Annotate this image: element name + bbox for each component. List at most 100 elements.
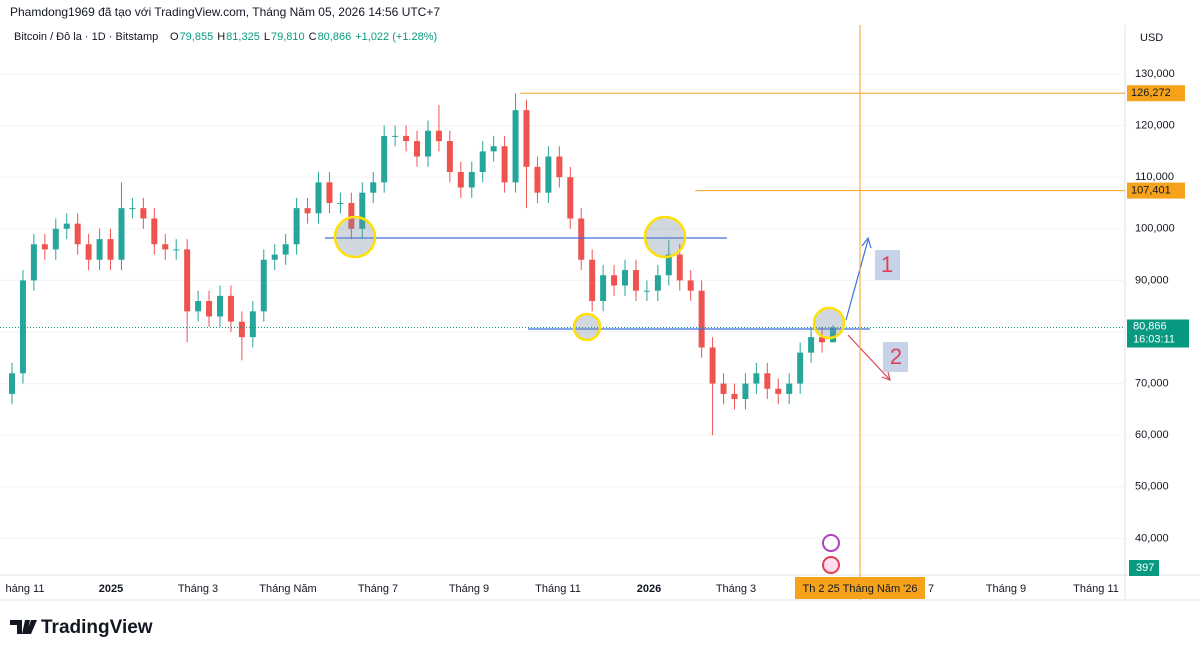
candle-body: [797, 352, 804, 384]
candle-body: [589, 259, 596, 302]
candle-body: [424, 130, 431, 157]
candle-body: [216, 295, 223, 317]
logo-icon: [10, 620, 37, 634]
currency: USD: [1140, 32, 1163, 44]
y-tick-label: 100,000: [1135, 223, 1175, 235]
y-tick-label: 50,000: [1135, 481, 1169, 493]
y-tick-label: 70,000: [1135, 377, 1169, 389]
candle-body: [435, 130, 442, 142]
candle-body: [468, 172, 475, 188]
candle-body: [107, 239, 114, 260]
candle-body: [764, 373, 771, 389]
x-tick-label: Tháng 11: [1073, 583, 1119, 595]
candle-body: [556, 156, 563, 178]
candle-body: [326, 182, 333, 203]
candle-body: [446, 141, 453, 173]
candle-body: [753, 373, 760, 384]
x-tick-label: Tháng 3: [178, 583, 218, 595]
candle-body: [731, 393, 738, 400]
ohlc-value: 80,866: [318, 31, 352, 43]
x-tick-label: 7: [928, 583, 934, 595]
crosshair-label: Th 2 25 Tháng Năm '26: [802, 583, 917, 595]
plot: [0, 73, 1125, 539]
candle-body: [632, 270, 639, 291]
candle-body: [118, 208, 125, 260]
candle-body: [173, 249, 180, 251]
candle-body: [819, 337, 826, 343]
countdown: 16:03:11: [1133, 333, 1175, 345]
ohlc-key: H: [217, 31, 225, 43]
highlight-circle: [333, 215, 377, 259]
candle-body: [567, 177, 574, 219]
candle-body: [479, 151, 486, 173]
annotation-box: [875, 250, 900, 280]
candle-body: [348, 202, 355, 229]
change: +1,022 (+1.28%): [355, 31, 437, 43]
candle-body: [227, 295, 234, 322]
candle-body: [654, 275, 661, 291]
highlight-circle: [572, 312, 602, 342]
candle-body: [359, 192, 366, 229]
candle-body: [151, 218, 158, 245]
x-tick-label: Tháng 11: [535, 583, 581, 595]
candle-body: [665, 254, 672, 276]
annotation-box: [883, 342, 908, 372]
candle-body: [392, 135, 399, 137]
author-line: Phamdong1969 đã tạo với TradingView.com,…: [10, 5, 440, 19]
candle-body: [611, 275, 618, 286]
candle-body: [74, 223, 81, 245]
candle-body: [96, 239, 103, 260]
ohlc-key: L: [264, 31, 270, 43]
brand: TradingView: [41, 617, 153, 638]
arrow-head: [861, 236, 872, 249]
price-box: [1127, 85, 1185, 102]
x-tick-label: Tháng 7: [358, 583, 398, 595]
candle-body: [30, 244, 37, 281]
candle-body: [457, 172, 464, 188]
candle-body: [293, 208, 300, 245]
candle-body: [414, 141, 421, 157]
y-tick-label: 130,000: [1135, 68, 1175, 80]
candle-body: [337, 202, 344, 204]
highlight-circle: [643, 215, 687, 259]
x-tick-label: 2026: [637, 583, 661, 595]
candle-body: [249, 311, 256, 338]
candle-body: [830, 327, 836, 343]
logo: TradingView: [10, 617, 153, 638]
candle-body: [775, 388, 782, 394]
candle-body: [381, 135, 388, 183]
candle-body: [676, 254, 683, 281]
ohlc-value: 79,810: [271, 31, 305, 43]
candle-body: [282, 244, 289, 255]
x-tick-label: Tháng 3: [716, 583, 756, 595]
candle-body: [140, 208, 147, 219]
x-tick-label: Tháng 9: [986, 583, 1026, 595]
y-tick-label: 120,000: [1135, 119, 1175, 131]
candle-body: [501, 146, 508, 183]
price-box: [1127, 182, 1185, 199]
candle-body: [238, 321, 245, 338]
candle-body: [63, 223, 70, 229]
candle-body: [720, 383, 727, 394]
volume-label: 397: [1136, 562, 1154, 574]
arrow-head: [881, 371, 891, 381]
candle-body: [52, 228, 59, 250]
candle-body: [19, 280, 26, 374]
candle-body: [709, 347, 716, 384]
candle-body: [534, 166, 541, 193]
candle-body: [206, 301, 213, 317]
candle-body: [260, 259, 267, 312]
candle-body: [370, 182, 377, 193]
candle-body: [687, 280, 694, 291]
volume-box: [1129, 560, 1159, 576]
candle-body: [41, 244, 48, 250]
crosshair-box: [795, 577, 925, 599]
candle-body: [643, 290, 650, 292]
candle-body: [195, 301, 202, 312]
candle-body: [304, 208, 311, 214]
annotation: 2: [890, 344, 902, 369]
event-icon: [822, 534, 840, 552]
ohlc-key: C: [309, 31, 317, 43]
